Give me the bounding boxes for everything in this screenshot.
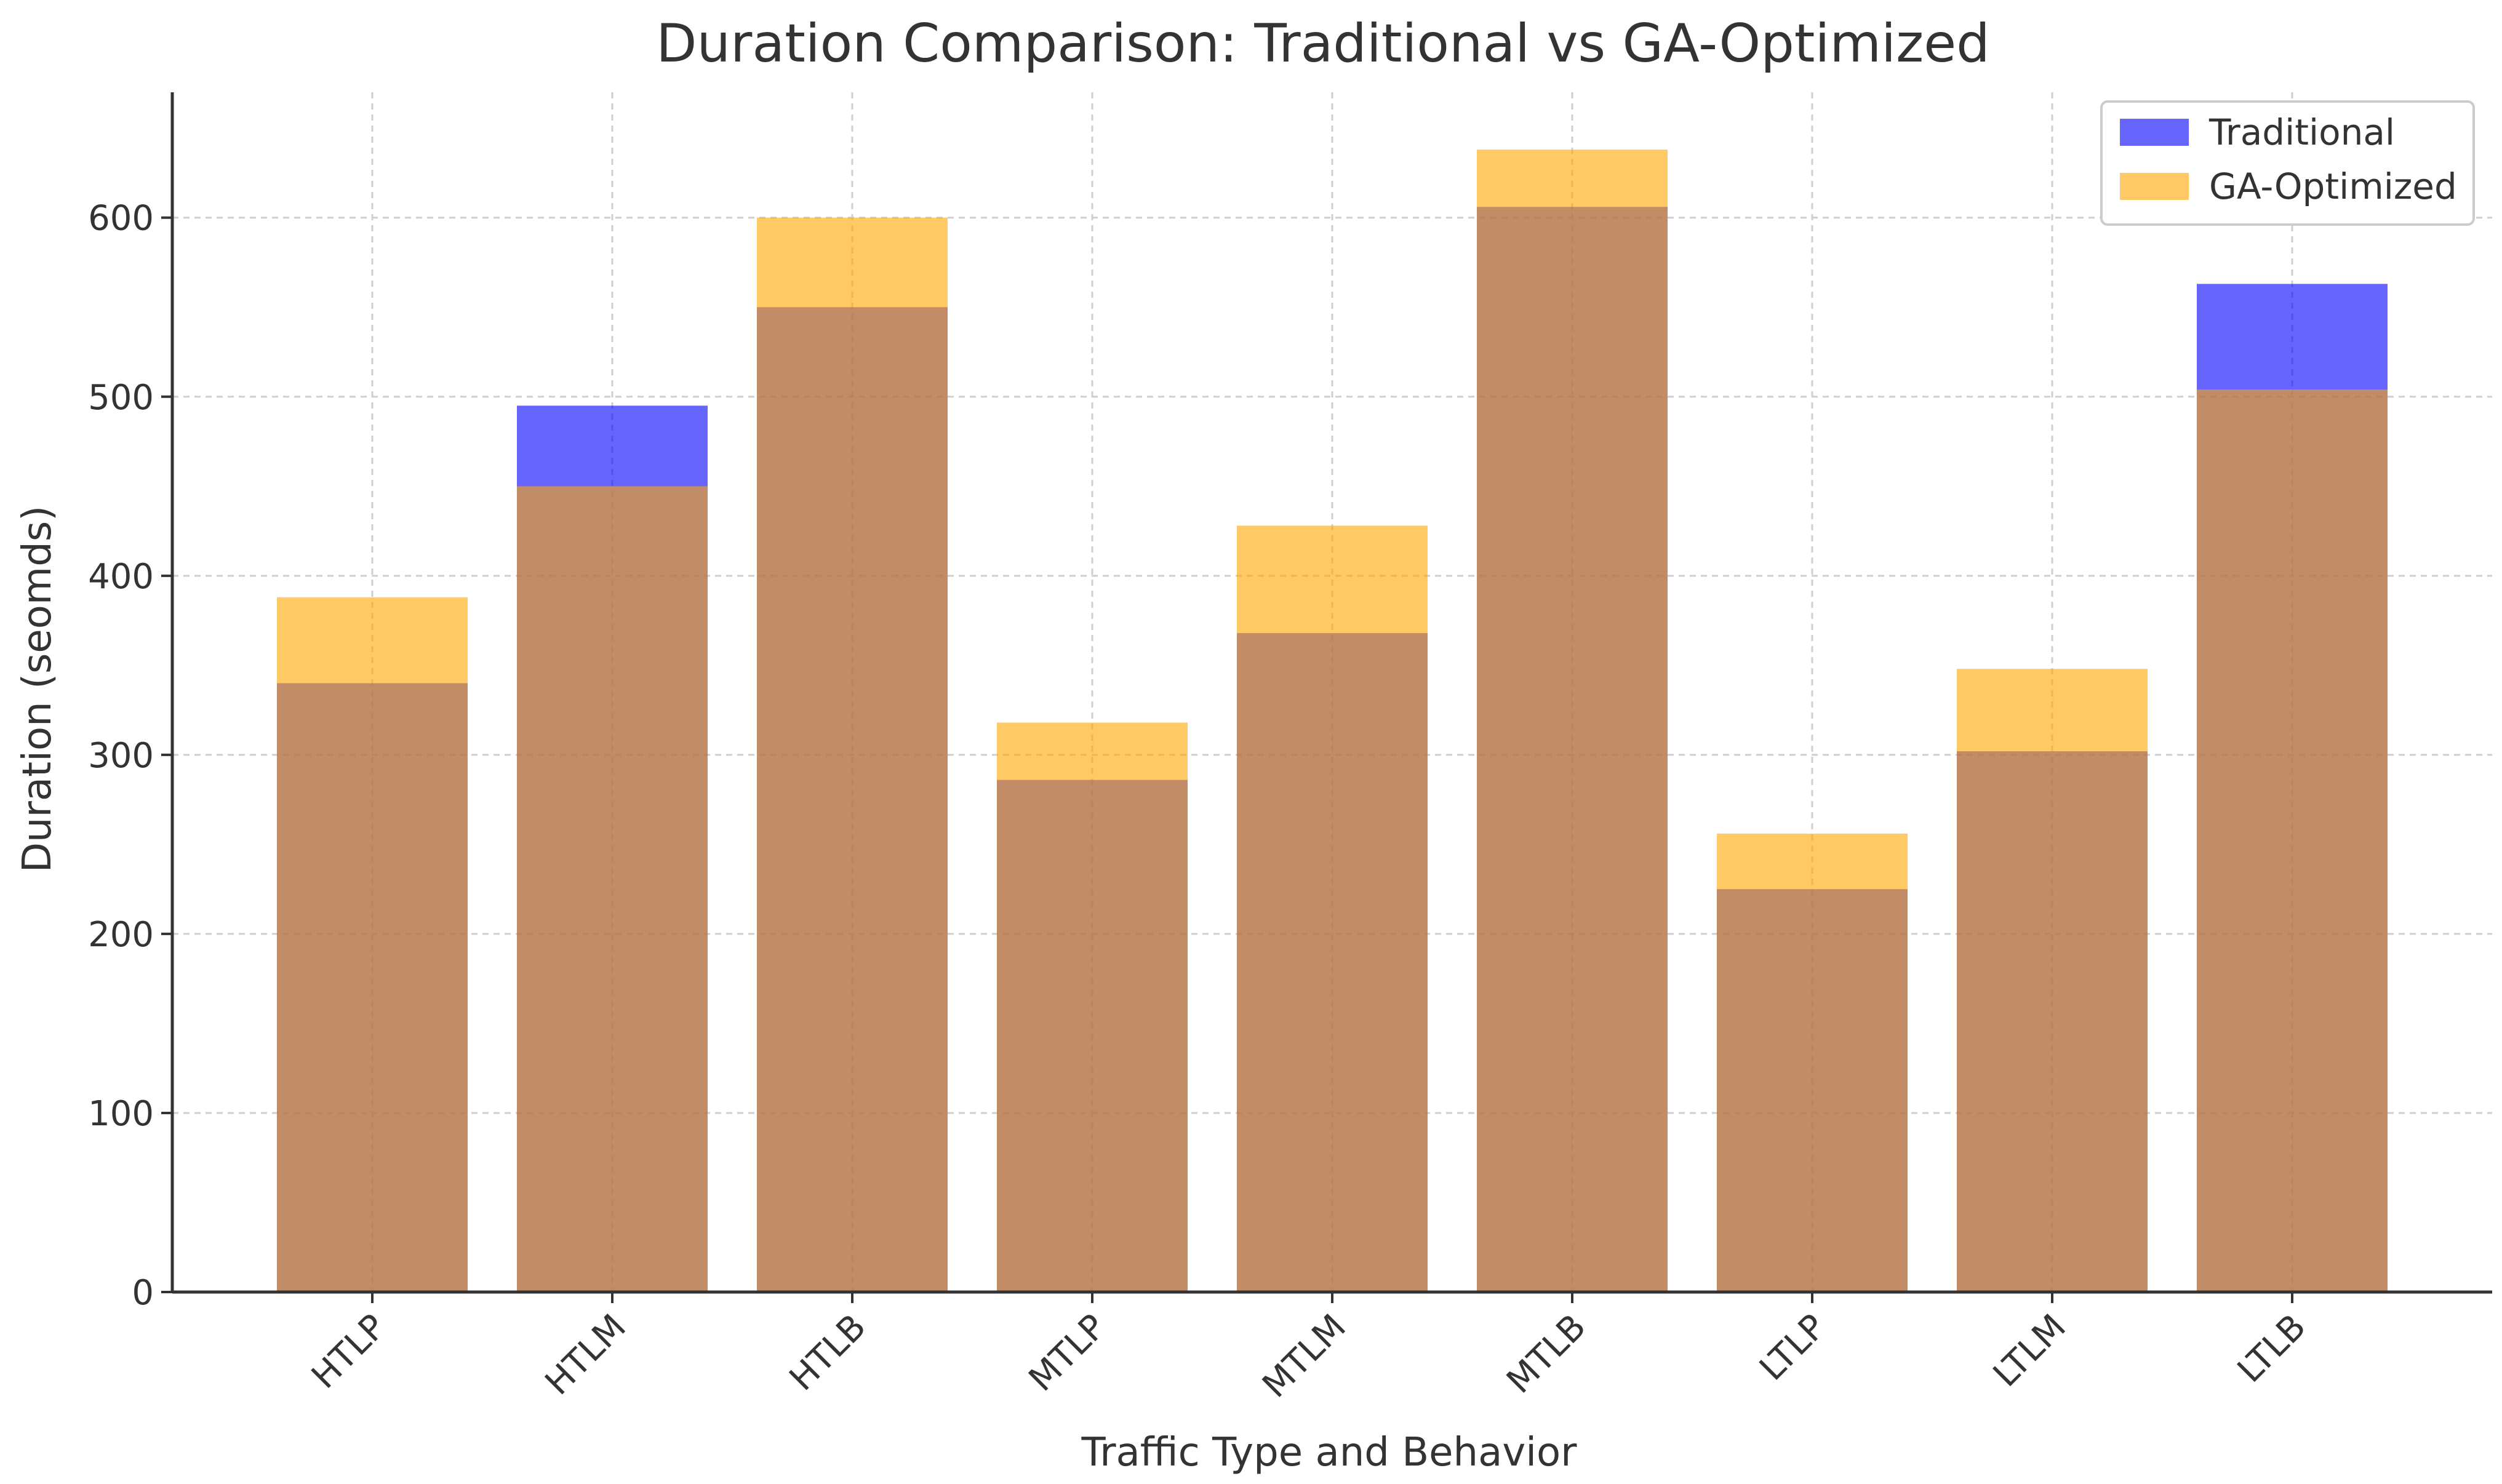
legend: Traditional GA-Optimized xyxy=(2100,100,2475,226)
y-axis-title: Duration (seomds) xyxy=(15,506,60,872)
y-tick-label: 0 xyxy=(132,1273,154,1313)
bar-ga-optimized-mtlm xyxy=(1237,525,1428,1292)
legend-box xyxy=(2100,100,2475,226)
bar-ga-optimized-mtlp xyxy=(997,722,1188,1292)
bar-ga-optimized-ltlb xyxy=(2197,389,2388,1293)
legend-swatch-traditional xyxy=(2120,119,2189,146)
bar-ga-optimized-htlm xyxy=(517,486,708,1292)
bar-ga-optimized-mtlb xyxy=(1477,150,1668,1293)
legend-label: Traditional xyxy=(2208,111,2395,153)
y-tick-label: 300 xyxy=(88,736,154,776)
y-tick-label: 500 xyxy=(88,378,154,418)
y-tick-label: 600 xyxy=(88,199,154,239)
bar-ga-optimized-ltlm xyxy=(1957,669,2148,1292)
y-tick-label: 400 xyxy=(88,557,154,597)
legend-swatch-ga-optimized xyxy=(2120,173,2189,200)
bar-ga-optimized-ltlp xyxy=(1717,833,1908,1292)
bar-ga-optimized-htlb xyxy=(757,217,948,1293)
bars xyxy=(277,150,2388,1293)
chart-title: Duration Comparison: Traditional vs GA-O… xyxy=(656,13,1989,74)
y-tick-label: 100 xyxy=(88,1094,154,1134)
bar-ga-optimized-htlp xyxy=(277,597,468,1292)
x-axis-title: Traffic Type and Behavior xyxy=(1081,1430,1578,1475)
legend-label: GA-Optimized xyxy=(2209,166,2457,207)
y-tick-label: 200 xyxy=(88,915,154,955)
